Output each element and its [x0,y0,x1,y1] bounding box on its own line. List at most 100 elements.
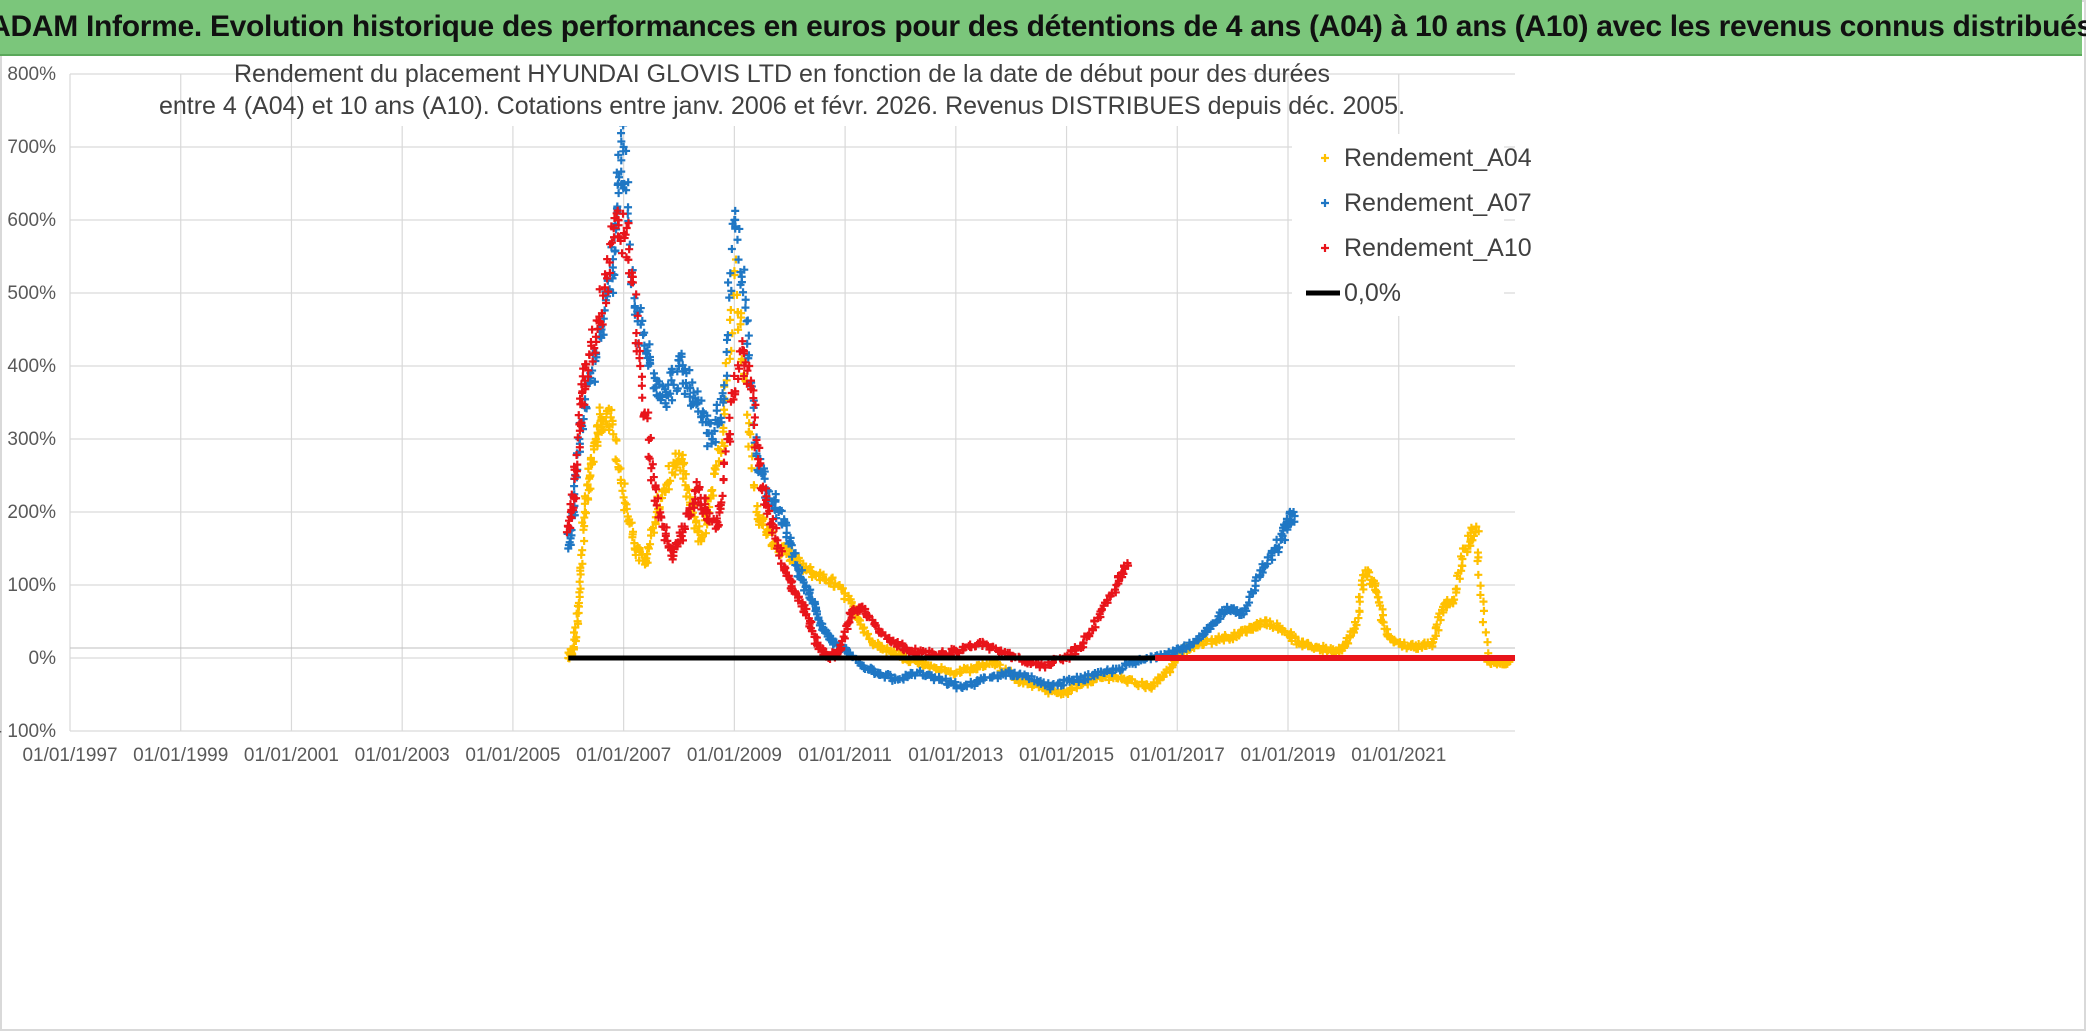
series-Rendement_A10 [562,206,1133,672]
data-point [962,682,971,691]
data-point [706,419,715,428]
data-point [617,167,626,176]
data-point [614,216,623,225]
data-point [768,515,777,524]
data-point [638,316,647,325]
data-point [764,501,773,510]
data-point [612,436,621,445]
data-point [621,230,630,239]
data-point [628,278,637,287]
data-point [747,464,756,473]
data-point [735,224,744,233]
data-point [608,416,617,425]
data-point [1474,570,1483,579]
data-point [565,538,574,547]
data-point [1344,639,1353,648]
data-point [670,470,679,479]
y-tick-label: 200% [7,502,56,523]
data-point [1479,597,1488,606]
data-point [820,648,829,657]
data-point [725,413,734,422]
data-point [632,329,641,338]
data-point [680,524,689,533]
data-point [572,450,581,459]
data-point [646,359,655,368]
y-tick-label: - 100% [0,721,56,742]
data-point [738,337,747,346]
data-point [1091,623,1100,632]
data-point [724,278,733,287]
data-point [608,263,617,272]
data-point [750,420,759,429]
data-point [750,413,759,422]
data-point [607,238,616,247]
report-banner: ADAM Informe. Evolution historique des p… [0,0,2086,56]
data-point [728,329,737,338]
data-point [1436,616,1445,625]
title-background [318,58,1248,126]
data-point [684,485,693,494]
data-point [610,247,619,256]
data-point [681,470,690,479]
data-point [1402,644,1411,653]
data-point [668,555,677,564]
data-point [899,675,908,684]
data-point [741,295,750,304]
data-point [582,360,591,369]
data-point [714,457,723,466]
data-point [625,245,634,254]
data-point [719,475,728,484]
data-point [711,438,720,447]
data-point [713,522,722,531]
data-point [956,668,965,677]
data-point [618,486,627,495]
data-point [575,435,584,443]
data-point [712,400,721,409]
data-point [693,387,702,396]
data-point [794,596,803,605]
data-point [1275,543,1284,552]
data-point [572,494,581,503]
data-point [1118,568,1127,577]
data-point [710,426,719,435]
data-point [692,478,701,487]
data-point [592,337,601,346]
data-point [758,521,767,530]
data-point [709,491,718,500]
data-point [635,346,644,355]
series-Rendement_A07 [563,121,1299,694]
data-point [1138,677,1147,686]
data-point [643,346,652,355]
data-point [643,550,652,559]
data-point [618,249,627,258]
data-point [751,400,760,409]
data-point [722,371,731,380]
data-point [584,486,593,495]
data-point [810,632,819,641]
data-point [613,206,622,215]
data-point [570,465,579,474]
data-point [1432,620,1441,629]
data-point [1468,536,1477,545]
data-point [740,265,749,274]
data-point [585,474,594,483]
data-point [703,442,712,451]
data-point [662,402,671,411]
data-point [638,393,647,402]
data-point [563,521,572,530]
data-point [718,491,727,500]
data-point [589,457,598,466]
data-point [619,209,628,218]
data-point [721,359,730,368]
data-point [1207,620,1216,629]
data-point [792,561,801,570]
data-point [746,376,755,385]
data-point [660,385,669,394]
data-point [739,288,748,297]
data-point [768,528,777,537]
data-point [726,430,735,439]
data-point [1158,672,1167,681]
data-point [647,464,656,473]
data-point [599,291,608,300]
data-point [686,383,695,392]
